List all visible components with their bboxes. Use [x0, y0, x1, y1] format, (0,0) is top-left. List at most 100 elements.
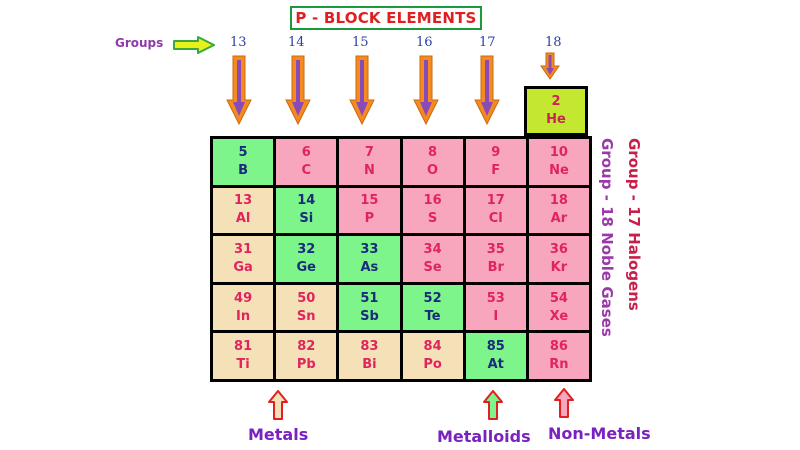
- element-symbol: Bi: [362, 357, 377, 373]
- atomic-number: 32: [297, 241, 316, 257]
- element-symbol: Al: [235, 211, 251, 227]
- element-cell: 33 As: [339, 236, 400, 282]
- element-cell: 18 Ar: [528, 187, 589, 234]
- group-number: 17: [479, 35, 496, 50]
- p-block-table: 5 B 6 C 7 N 8 O 9 F 10 Ne 13 Al 14 Si 15 P 16 S 17 Cl 18 Ar 31 Ga…: [210, 136, 592, 382]
- element-symbol: Br: [487, 259, 504, 275]
- right-arrow-icon: [173, 36, 215, 54]
- element-cell: 82 Pb: [276, 333, 337, 379]
- atomic-number: 82: [297, 339, 316, 355]
- atomic-number: 16: [423, 193, 442, 209]
- atomic-number: 51: [360, 290, 379, 306]
- atomic-number: 83: [360, 339, 379, 355]
- atomic-number: 85: [486, 339, 505, 355]
- element-cell: 14 Si: [276, 187, 337, 234]
- element-symbol: Se: [423, 259, 442, 275]
- up-arrow-icon: [268, 390, 288, 420]
- atomic-number: 15: [360, 193, 379, 209]
- up-arrow-icon: [483, 390, 503, 420]
- element-symbol: Kr: [550, 259, 568, 275]
- element-symbol: O: [427, 162, 439, 178]
- element-symbol: Ne: [549, 162, 569, 178]
- atomic-number: 8: [428, 144, 438, 160]
- atomic-number: 13: [234, 193, 253, 209]
- element-symbol: Ga: [233, 259, 253, 275]
- element-cell: 32 Ge: [276, 236, 337, 282]
- atomic-number: 35: [486, 241, 505, 257]
- atomic-number: 5: [238, 144, 248, 160]
- element-cell: 34 Se: [402, 236, 463, 282]
- legend-nonmetals: Non-Metals: [548, 424, 651, 443]
- element-symbol: Sb: [360, 308, 379, 324]
- down-arrow-icon: [540, 52, 560, 80]
- element-cell: 15 P: [339, 187, 400, 234]
- atomic-number: 10: [549, 144, 568, 160]
- atomic-number: 81: [234, 339, 253, 355]
- atomic-number: 36: [549, 241, 568, 257]
- element-cell: 50 Sn: [276, 284, 337, 331]
- group-number: 15: [352, 35, 369, 50]
- element-symbol: N: [363, 162, 375, 178]
- legend-metalloids: Metalloids: [437, 427, 531, 446]
- down-arrow-icon: [474, 55, 500, 126]
- element-cell: 52 Te: [402, 284, 463, 331]
- element-symbol: Pb: [296, 357, 316, 373]
- group-number: 13: [230, 35, 247, 50]
- element-symbol: Xe: [549, 308, 569, 324]
- element-symbol: Sn: [296, 308, 316, 324]
- element-symbol: Cl: [488, 211, 503, 227]
- down-arrow-icon: [349, 55, 375, 126]
- legend-metals: Metals: [248, 425, 309, 444]
- element-symbol: In: [236, 308, 251, 324]
- atomic-number: 86: [549, 339, 568, 355]
- element-symbol: Ar: [550, 211, 568, 227]
- element-cell: 17 Cl: [465, 187, 526, 234]
- atomic-number: 9: [491, 144, 501, 160]
- group-number: 14: [288, 35, 305, 50]
- element-symbol: At: [487, 357, 504, 373]
- element-symbol: Si: [299, 211, 314, 227]
- element-cell: 16 S: [402, 187, 463, 234]
- element-symbol: Rn: [549, 357, 569, 373]
- element-cell: 54 Xe: [528, 284, 589, 331]
- element-cell: 53 I: [465, 284, 526, 331]
- element-symbol: As: [360, 259, 379, 275]
- atomic-number: 34: [423, 241, 442, 257]
- element-symbol: I: [493, 308, 499, 324]
- element-symbol: Ge: [296, 259, 316, 275]
- element-cell: 85 At: [465, 333, 526, 379]
- atomic-number: 31: [234, 241, 253, 257]
- atomic-number: 53: [486, 290, 505, 306]
- element-symbol: C: [301, 162, 312, 178]
- groups-label: Groups: [115, 36, 164, 50]
- atomic-number: 7: [364, 144, 374, 160]
- element-cell: 49 In: [213, 284, 274, 331]
- group-18-label: Group - 18 Noble Gases: [598, 138, 616, 337]
- atomic-number: 18: [549, 193, 568, 209]
- atomic-number: 84: [423, 339, 442, 355]
- atomic-number: 54: [549, 290, 568, 306]
- group-number: 18: [545, 35, 562, 50]
- element-cell-helium: 2 He: [524, 86, 588, 136]
- atomic-number: 6: [301, 144, 311, 160]
- atomic-number: 2: [551, 94, 561, 109]
- down-arrow-icon: [226, 55, 252, 126]
- down-arrow-icon: [413, 55, 439, 126]
- element-symbol: P: [364, 211, 375, 227]
- element-cell: 10 Ne: [528, 139, 589, 185]
- atomic-number: 52: [423, 290, 442, 306]
- element-cell: 51 Sb: [339, 284, 400, 331]
- element-cell: 86 Rn: [528, 333, 589, 379]
- element-symbol: Ti: [236, 357, 250, 373]
- element-symbol: Te: [424, 308, 441, 324]
- group-number: 16: [416, 35, 433, 50]
- element-symbol: He: [546, 112, 566, 127]
- element-cell: 84 Po: [402, 333, 463, 379]
- element-cell: 13 Al: [213, 187, 274, 234]
- element-cell: 81 Ti: [213, 333, 274, 379]
- atomic-number: 49: [234, 290, 253, 306]
